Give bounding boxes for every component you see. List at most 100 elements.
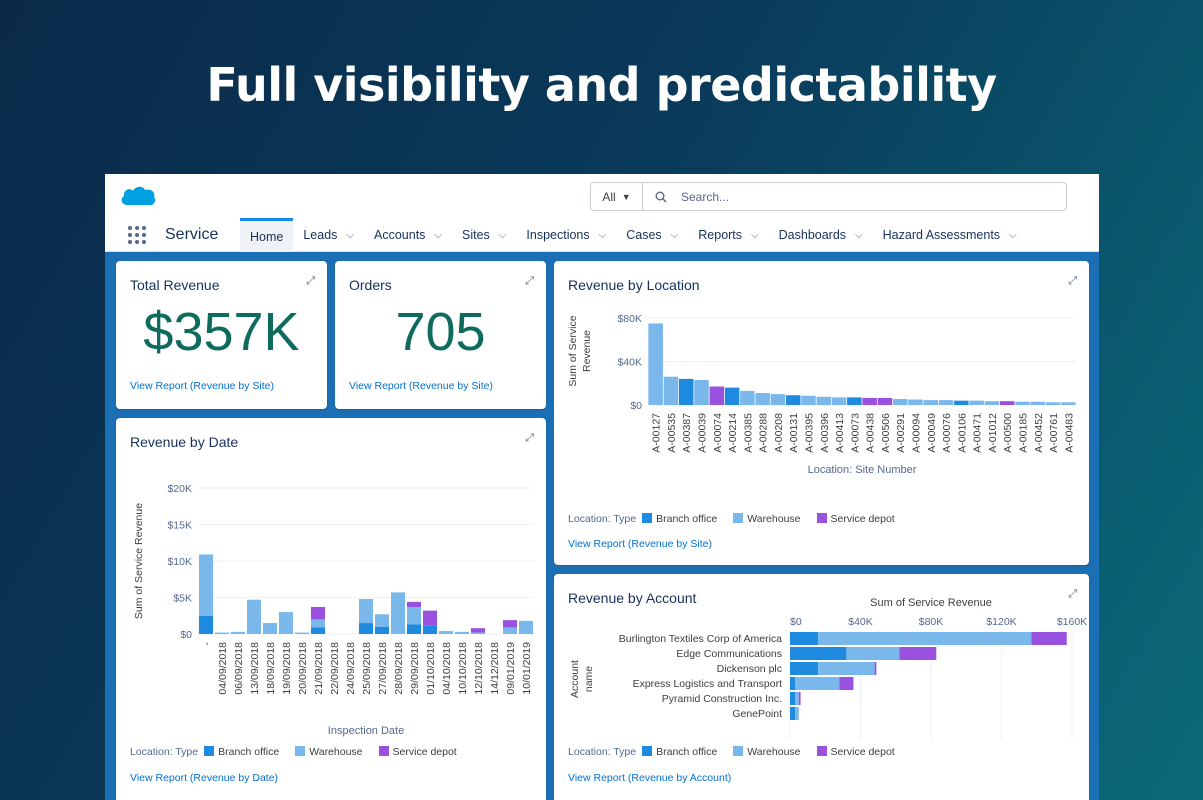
bar-segment [422,610,438,626]
chevron-down-icon[interactable]: ⌵ [855,229,863,241]
legend-item-service-depot[interactable]: Service depot [816,746,895,758]
nav-tab-home[interactable]: Home [240,218,294,252]
orders-card: Orders ⤢ 705 View Report (Revenue by Sit… [335,261,546,409]
x-tick-label: $160Κ [1057,616,1087,628]
bar-segment [839,677,854,690]
nav-tab-reports[interactable]: Reports ⌵ [688,218,768,252]
chevron-down-icon[interactable]: ⌵ [346,229,354,241]
view-report-link[interactable]: View Report (Revenue by Date) [130,772,279,784]
x-tick-label: A-00208 [773,413,785,453]
x-tick-label: A-00214 [727,413,739,453]
nav-tab-leads[interactable]: Leads ⌵ [293,218,364,252]
nav-tab-cases[interactable]: Cases ⌵ [616,218,688,252]
chevron-down-icon[interactable]: ⌵ [1009,229,1017,241]
card-title: Revenue by Location [568,277,700,293]
legend-item-warehouse[interactable]: Warehouse [733,746,801,758]
view-report-link[interactable]: View Report (Revenue by Site) [349,380,493,392]
bar-segment [438,631,454,634]
nav-tab-hazard-assessments[interactable]: Hazard Assessments ⌵ [873,218,1027,252]
legend-item-branch-office[interactable]: Branch office [204,746,279,758]
legend-item-warehouse[interactable]: Warehouse [733,513,801,525]
x-tick-label: 25/09/2018 [361,642,373,695]
nav-tab-inspections[interactable]: Inspections ⌵ [516,218,616,252]
bar-segment [795,707,799,720]
x-tick-label: A-00076 [941,413,953,453]
search-scope-select[interactable]: All ▼ [591,183,643,210]
expand-icon[interactable]: ⤢ [525,432,534,444]
x-tick-label: 27/09/2018 [377,642,389,695]
bar-segment [358,598,374,624]
bar [954,400,969,405]
legend-item-branch-office[interactable]: Branch office [642,513,717,525]
x-tick-label: A-00395 [804,413,816,453]
legend-title: Location: Type [130,746,199,758]
nav-tab-accounts[interactable]: Accounts ⌵ [364,218,452,252]
app-launcher-icon[interactable] [127,225,147,245]
total-revenue-card: Total Revenue ⤢ $357Κ View Report (Reven… [116,261,327,409]
legend-item-branch-office[interactable]: Branch office [642,746,717,758]
expand-icon[interactable]: ⤢ [1068,275,1077,287]
x-tick-label: 18/09/2018 [265,642,277,695]
bar [770,394,786,405]
chevron-down-icon[interactable]: ⌵ [598,229,607,241]
nav-tab-sites[interactable]: Sites ⌵ [452,218,516,252]
legend-item-warehouse[interactable]: Warehouse [295,746,363,758]
bar-segment [406,601,422,607]
nav-tab-label: Hazard Assessments [882,228,1001,242]
chart-legend: Location: Type Branch office Warehouse S… [568,746,905,758]
expand-icon[interactable]: ⤢ [525,275,534,287]
bar [984,401,1000,405]
bar [816,396,832,405]
x-tick-label: 29/09/2018 [409,642,421,695]
bar [969,400,984,405]
bar-segment [198,554,214,616]
expand-icon[interactable]: ⤢ [1068,588,1077,600]
chevron-down-icon[interactable]: ⌵ [434,229,443,241]
bar-segment [294,632,310,634]
service-app-window: All ▼ Search... Service Home Leads ⌵ Accoun… [105,174,1099,800]
expand-icon[interactable]: ⤢ [306,275,315,287]
bar-segment [406,624,422,634]
nav-tab-label: Accounts [374,228,426,242]
y-axis-title: Sum of Service [567,315,579,386]
bar-segment [262,623,278,634]
x-tick-label: A-00127 [651,413,663,453]
nav-tab-dashboards[interactable]: Dashboards ⌵ [769,218,873,252]
chevron-down-icon[interactable]: ⌵ [498,229,507,241]
bar-segment [790,632,819,645]
x-tick-label: A-00483 [1063,413,1075,453]
salesforce-cloud-logo[interactable] [119,183,157,209]
chart-legend: Location: Type Branch office Warehouse S… [130,746,467,758]
view-report-link[interactable]: View Report (Revenue by Site) [130,380,274,392]
x-tick-label: $40Κ [848,616,873,628]
x-tick-label: A-00471 [972,413,984,453]
view-report-link[interactable]: View Report (Revenue by Site) [568,538,712,550]
y-tick-label: $10Κ [167,556,192,568]
bar [1045,402,1061,405]
chevron-down-icon[interactable]: ⌵ [751,229,759,241]
global-header: All ▼ Search... Service Home Leads ⌵ Accoun… [105,174,1099,252]
x-tick-label: A-00185 [1018,413,1030,453]
bar [862,397,877,405]
x-tick-label: A-00039 [697,413,709,453]
bar-segment [502,620,518,628]
bar-segment [390,592,406,634]
legend-item-service-depot[interactable]: Service depot [378,746,457,758]
legend-item-service-depot[interactable]: Service depot [816,513,895,525]
x-tick-label: 22/09/2018 [329,642,341,695]
bar [785,395,801,405]
bar-segment [422,625,438,634]
bar-segment [470,628,486,633]
view-report-link[interactable]: View Report (Revenue by Account) [568,772,732,784]
bar-segment [230,631,246,634]
bar [709,386,725,405]
revenue-by-account-chart: Sum of Service Revenue $0 $40Κ $80Κ $120Κ $16… [569,597,1087,740]
global-search-bar[interactable]: All ▼ Search... [590,182,1067,211]
x-tick-label: 12/10/2018 [473,642,485,695]
chevron-down-icon[interactable]: ⌵ [670,229,679,241]
search-input[interactable]: Search... [681,189,730,204]
x-tick-label: A-00049 [926,413,938,453]
y-tick-label: $80Κ [617,313,642,325]
x-tick-label: 10/10/2018 [457,642,469,695]
x-tick-label: A-00074 [712,413,724,453]
